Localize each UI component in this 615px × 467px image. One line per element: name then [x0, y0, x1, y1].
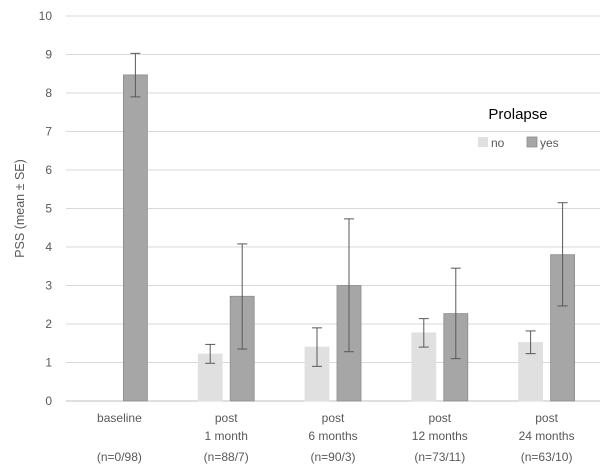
- y-tick-label: 3: [45, 279, 52, 293]
- legend-swatch-yes: [526, 136, 538, 148]
- y-tick-label: 1: [45, 356, 52, 370]
- x-category-label: 12 months: [412, 429, 468, 443]
- y-tick-label: 8: [45, 86, 52, 100]
- y-tick-label: 2: [45, 317, 52, 331]
- x-category-label: 1 month: [205, 429, 248, 443]
- x-category-label: post: [215, 411, 238, 425]
- y-tick-label: 6: [45, 163, 52, 177]
- legend-swatch-no: [478, 137, 488, 147]
- y-tick-label: 0: [45, 394, 52, 408]
- bar-yes: [123, 74, 148, 402]
- x-category-label: (n=0/98): [97, 450, 142, 464]
- y-tick-label: 4: [45, 240, 52, 254]
- x-category-label: 24 months: [519, 429, 575, 443]
- x-category-label: post: [428, 411, 451, 425]
- x-category-label: post: [535, 411, 558, 425]
- y-tick-label: 9: [45, 48, 52, 62]
- x-category-label: 6 months: [308, 429, 357, 443]
- y-tick-label: 10: [39, 9, 53, 23]
- x-category-label: (n=90/3): [310, 450, 355, 464]
- error-bars: [130, 52, 568, 367]
- x-axis-categories: baseline (n=0/98) post 1 month (n=88/7) post 6…: [97, 411, 575, 464]
- legend-label-no: no: [491, 136, 505, 150]
- legend-title: Prolapse: [488, 106, 547, 123]
- x-category-label: baseline: [97, 411, 142, 425]
- y-tick-label: 7: [45, 125, 52, 139]
- x-category-label: (n=73/11): [414, 450, 465, 464]
- legend: Prolapse no yes: [478, 106, 559, 150]
- x-category-label: (n=63/10): [521, 450, 573, 464]
- gridlines: [66, 15, 600, 402]
- x-category-label: (n=88/7): [204, 450, 249, 464]
- x-category-label: post: [322, 411, 345, 425]
- legend-label-yes: yes: [540, 136, 559, 150]
- y-tick-label: 5: [45, 202, 52, 216]
- y-axis-ticks: 0 1 2 3 4 5 6 7 8 9 10: [39, 9, 53, 408]
- y-axis-label: PSS (mean ± SE): [13, 159, 27, 258]
